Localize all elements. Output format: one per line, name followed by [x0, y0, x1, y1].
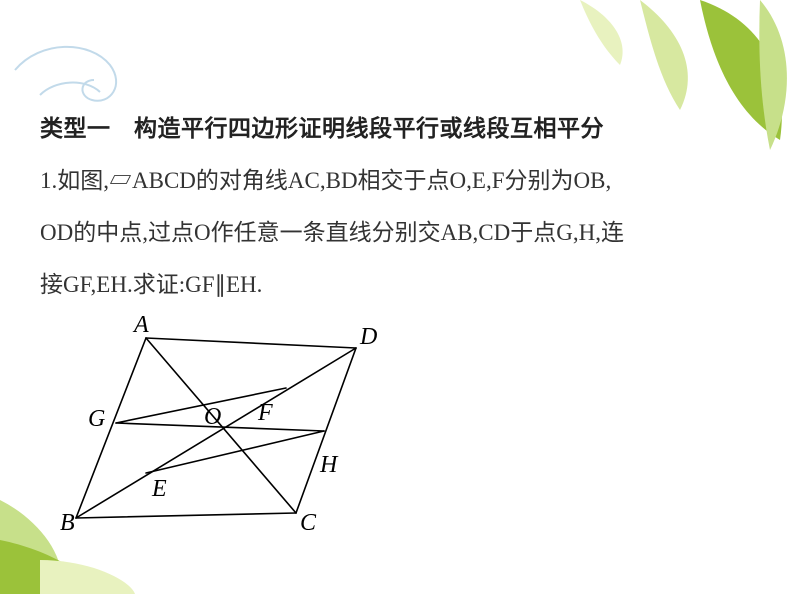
point-label-A: A: [134, 312, 149, 339]
geometry-figure: ADBCOGFEH: [56, 318, 396, 538]
problem-line-1: 1.如图,▱ABCD的对角线AC,BD相交于点O,E,F分别为OB,: [40, 160, 748, 202]
point-label-H: H: [320, 452, 337, 479]
slide-content: 类型一 构造平行四边形证明线段平行或线段互相平分 1.如图,▱ABCD的对角线A…: [40, 108, 748, 538]
swirl-decoration: [15, 47, 116, 101]
point-label-F: F: [258, 400, 273, 427]
point-label-C: C: [300, 510, 316, 537]
section-heading: 类型一 构造平行四边形证明线段平行或线段互相平分: [40, 108, 748, 150]
point-label-O: O: [204, 404, 221, 431]
point-label-B: B: [60, 510, 75, 537]
parallelogram-diagram: [56, 318, 396, 538]
point-label-E: E: [152, 476, 167, 503]
problem-line-3: 接GF,EH.求证:GF∥EH.: [40, 264, 748, 306]
problem-line-2: OD的中点,过点O作任意一条直线分别交AB,CD于点G,H,连: [40, 212, 748, 254]
point-label-G: G: [88, 406, 105, 433]
point-label-D: D: [360, 324, 377, 351]
